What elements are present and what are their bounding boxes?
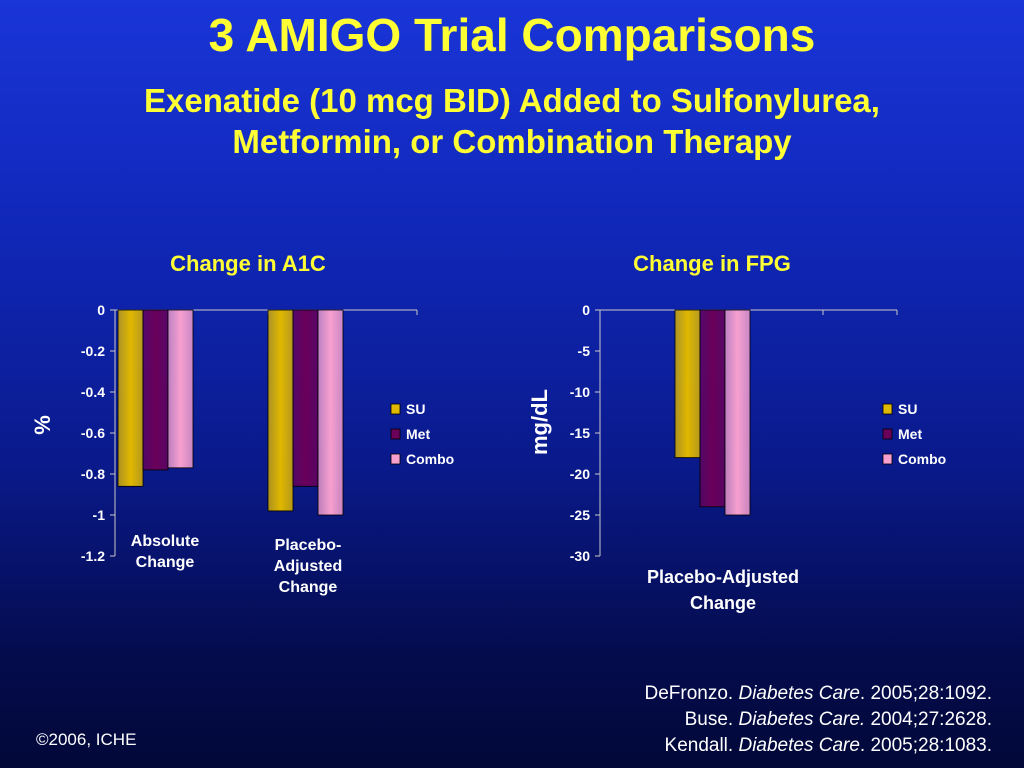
- fpg-bar-met-placebo-adjusted-change: [699, 309, 726, 508]
- chart-a1c-title: Change in A1C: [170, 251, 326, 276]
- fpg-legend-swatch-met: [882, 428, 893, 440]
- a1c-legend-label-met: Met: [406, 426, 430, 442]
- a1c-y-tick-label: -1.2: [81, 548, 105, 564]
- a1c-category-label: Placebo-: [275, 537, 342, 554]
- fpg-legend-label-combo: Combo: [898, 451, 946, 467]
- a1c-category-label: Change: [136, 554, 195, 571]
- slide-title: 3 AMIGO Trial Comparisons: [208, 9, 816, 61]
- a1c-bar-combo-absolute-change: [167, 309, 194, 469]
- fpg-bar-combo-placebo-adjusted-change: [724, 309, 751, 516]
- a1c-category-label: Adjusted: [274, 558, 342, 575]
- fpg-bar-su-placebo-adjusted-change: [674, 309, 701, 459]
- a1c-y-tick-label: -1: [93, 507, 106, 523]
- a1c-y-axis-label: %: [30, 415, 55, 435]
- fpg-category-label: Change: [690, 593, 756, 613]
- fpg-y-tick-label: 0: [582, 302, 590, 318]
- a1c-y-tick-label: 0: [97, 302, 105, 318]
- a1c-y-tick-label: -0.4: [81, 384, 105, 400]
- a1c-legend-swatch-met: [390, 428, 401, 440]
- a1c-legend-swatch-combo: [390, 453, 401, 465]
- chart-fpg-title: Change in FPG: [633, 251, 791, 276]
- a1c-bar-su-absolute-change: [117, 309, 144, 487]
- a1c-legend-label-combo: Combo: [406, 451, 454, 467]
- a1c-bar-combo-placebo-adjusted-change: [317, 309, 344, 516]
- a1c-y-tick-label: -0.2: [81, 343, 105, 359]
- fpg-legend-swatch-su: [882, 403, 893, 415]
- reference-2: Buse. Diabetes Care. 2004;27:2628.: [684, 709, 992, 730]
- fpg-legend-label-met: Met: [898, 426, 922, 442]
- reference-1: DeFronzo. Diabetes Care. 2005;28:1092.: [644, 683, 992, 704]
- references: DeFronzo. Diabetes Care. 2005;28:1092. B…: [644, 681, 992, 759]
- a1c-legend-swatch-su: [390, 403, 401, 415]
- fpg-y-tick-label: -15: [570, 425, 590, 441]
- a1c-y-tick-label: -0.8: [81, 466, 105, 482]
- fpg-legend-swatch-combo: [882, 453, 893, 465]
- copyright: ©2006, ICHE: [36, 730, 137, 749]
- a1c-legend-label-su: SU: [406, 401, 425, 417]
- fpg-legend-label-su: SU: [898, 401, 917, 417]
- fpg-y-tick-label: -10: [570, 384, 590, 400]
- fpg-y-tick-label: -20: [570, 466, 590, 482]
- a1c-category-label: Change: [279, 579, 338, 596]
- fpg-y-tick-label: -5: [578, 343, 591, 359]
- slide-subtitle: Exenatide (10 mcg BID) Added to Sulfonyl…: [0, 80, 1024, 163]
- fpg-y-tick-label: -25: [570, 507, 590, 523]
- reference-3: Kendall. Diabetes Care. 2005;28:1083.: [664, 735, 992, 756]
- a1c-bar-met-placebo-adjusted-change: [292, 309, 319, 487]
- chart-fpg: 0 -5 -10 -15 -20 -25 -30 Placebo-Adjusted Change…: [527, 302, 946, 613]
- a1c-y-tick-label: -0.6: [81, 425, 105, 441]
- fpg-y-axis-label: mg/dL: [527, 389, 552, 455]
- subtitle-line-1: Exenatide (10 mcg BID) Added to Sulfonyl…: [144, 82, 880, 119]
- fpg-y-tick-label: -30: [570, 548, 590, 564]
- a1c-bar-met-absolute-change: [142, 309, 169, 471]
- a1c-category-label: Absolute: [131, 533, 200, 550]
- fpg-category-label: Placebo-Adjusted: [647, 567, 799, 587]
- subtitle-line-2: Metformin, or Combination Therapy: [232, 123, 792, 161]
- chart-a1c: 0 -0.2 -0.4 -0.6 -0.8 -1 -1.2 Absolute Change Pla…: [30, 302, 454, 596]
